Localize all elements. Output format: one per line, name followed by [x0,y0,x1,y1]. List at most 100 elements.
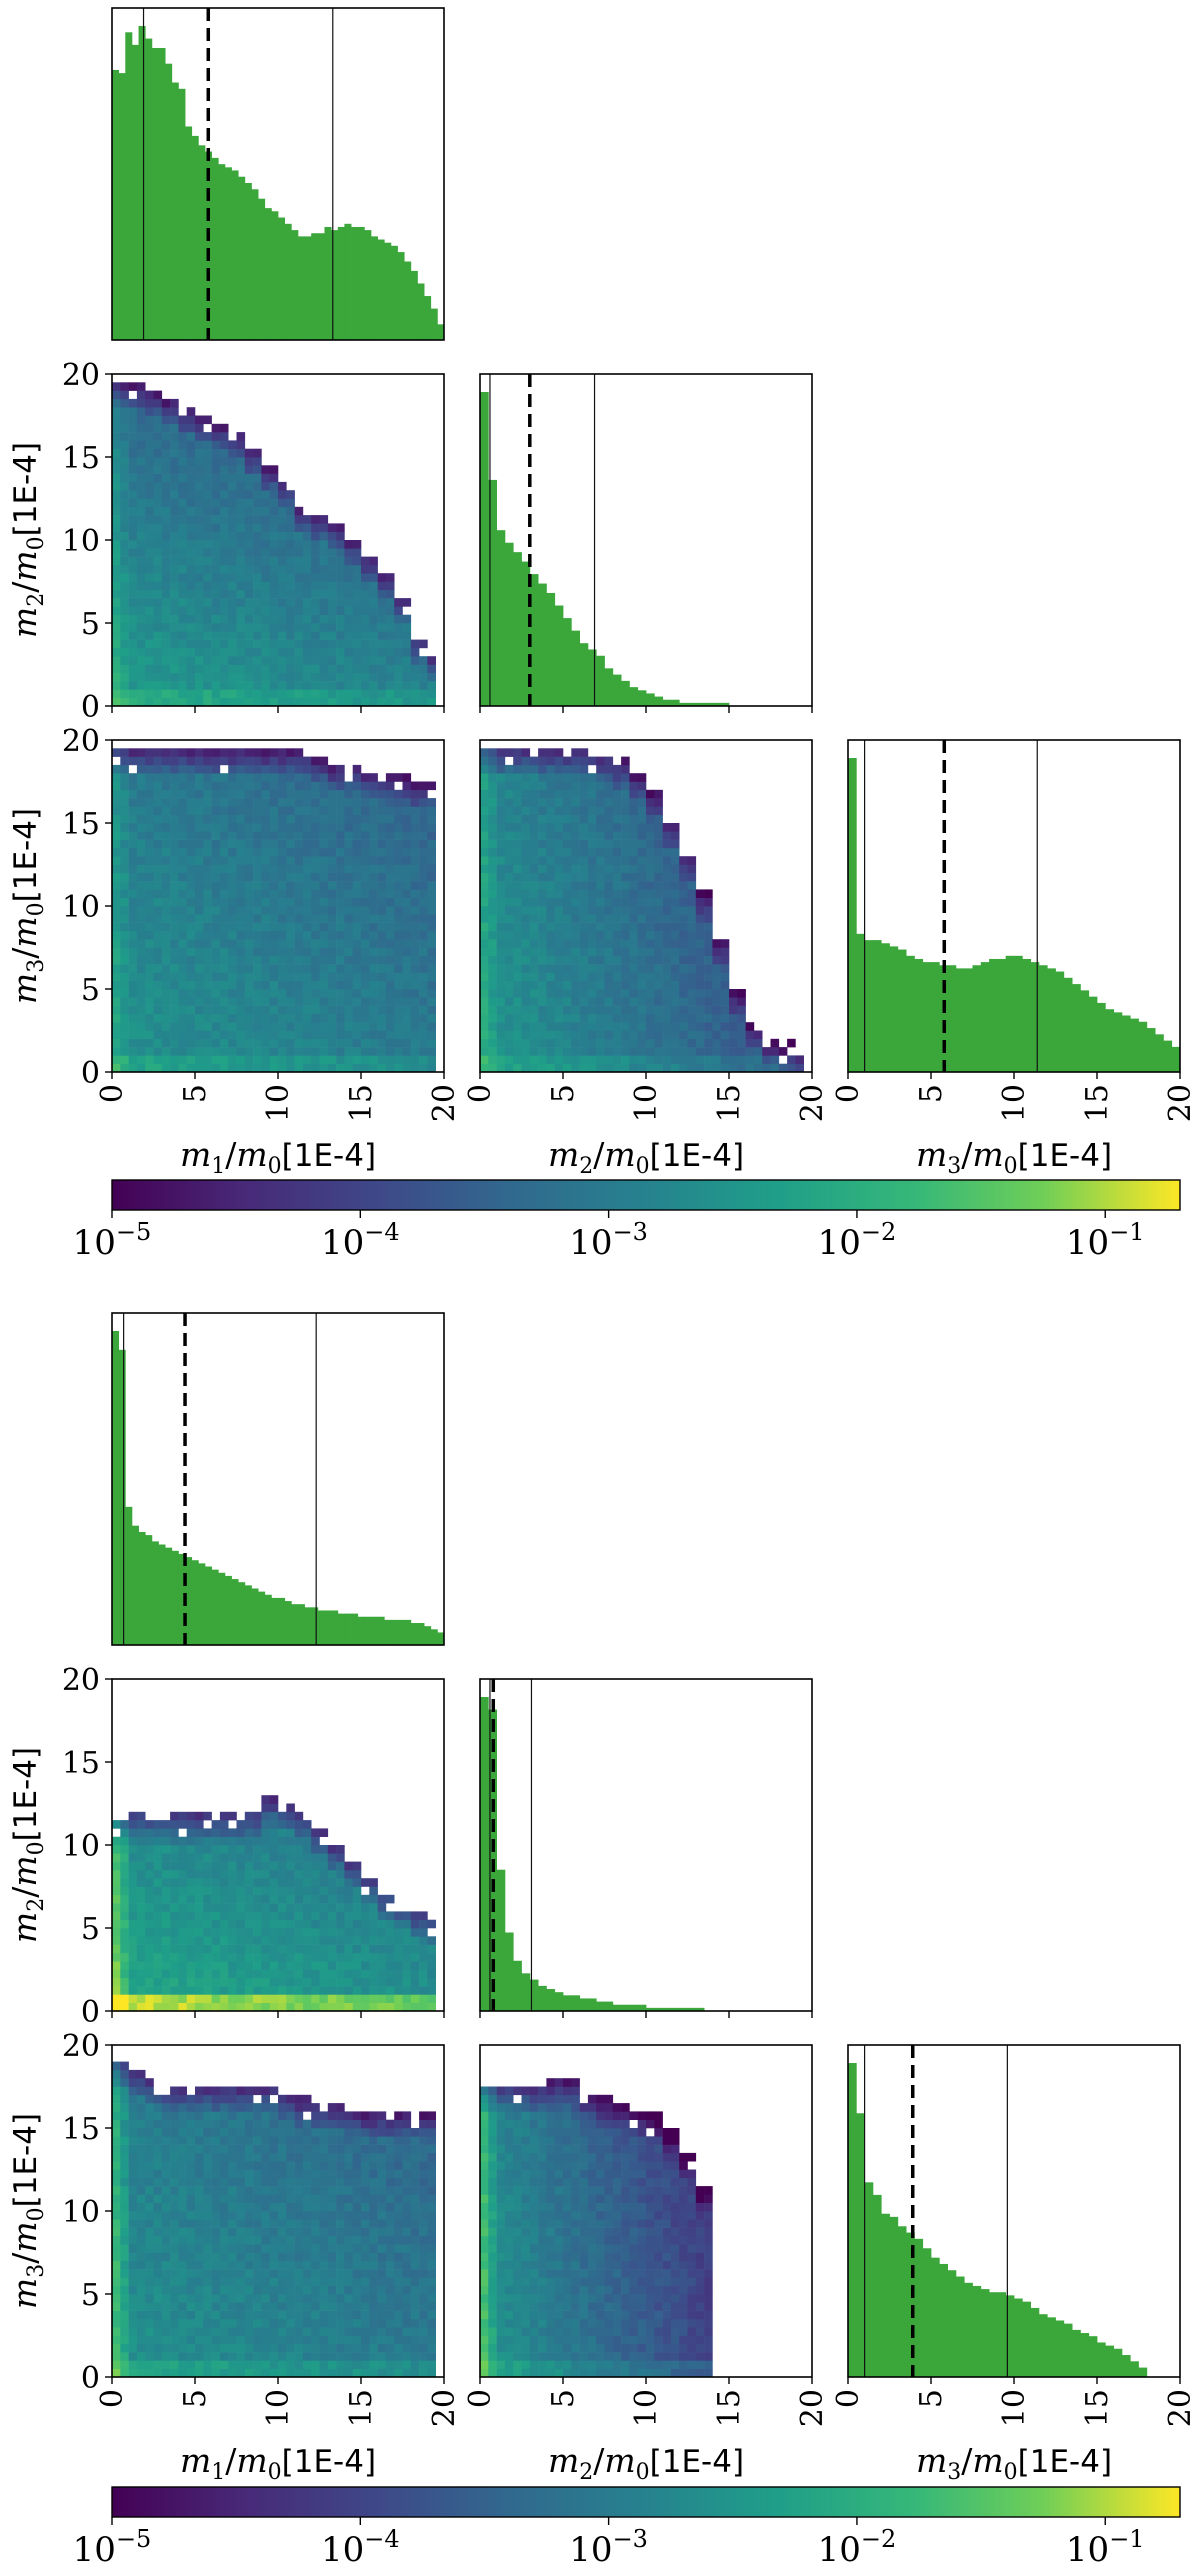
heat-cell [145,1936,154,1945]
heat-cell [153,2318,163,2328]
heat-cell [670,930,680,940]
heat-cell [394,839,403,849]
heat-cell [427,914,436,923]
heat-cell [327,656,337,665]
heat-cell [621,1013,630,1023]
heat-cell [554,839,564,849]
heat-cell [269,972,279,981]
heat-cell [219,1047,229,1056]
heat-cell [195,647,204,657]
heat-cell [662,847,672,857]
heat-cell [112,606,121,615]
heat-cell [385,1047,395,1056]
heat-cell [236,481,246,491]
heat-cell [529,972,539,981]
heat-cell [336,806,345,815]
heat-cell [128,2002,138,2012]
heat-cell [161,1013,171,1023]
heat-cell [737,1047,746,1056]
heat-cell [128,914,138,923]
heat-cell [662,1022,672,1031]
heat-cell [261,1063,270,1073]
heat-cell [529,989,539,998]
heat-cell [695,1022,705,1031]
heat-cell [737,989,746,998]
heat-cell [128,398,138,408]
heat-cell [336,581,345,591]
heat-cell [236,872,246,882]
heat-cell [228,1869,237,1879]
heat-cell [128,964,138,973]
heat-cell [112,1030,121,1040]
heat-cell [136,2136,146,2145]
heat-cell [153,2294,163,2303]
heat-cell [253,872,262,882]
heat-cell [336,1936,345,1945]
hist-bar [337,226,345,340]
heat-cell [244,1969,254,1979]
heat-cell [236,964,246,973]
heat-cell [629,872,638,882]
heat-cell [136,2235,146,2245]
heat-cell [153,1903,163,1912]
heat-cell [662,1013,672,1023]
heat-cell [120,623,129,632]
heat-cell [571,906,580,915]
heat-cell [427,847,436,857]
heat-cell [596,872,605,882]
heat-cell [195,1022,204,1031]
heat-cell [294,806,304,815]
heat-cell [211,647,221,657]
hist-bar [848,758,857,1072]
heat-cell [377,623,387,632]
heat-cell [311,639,320,649]
heat-cell [120,2061,129,2071]
heat-cell [219,997,229,1006]
heat-cell [402,1994,412,2003]
heat-cell [136,972,146,981]
heat-cell [344,614,353,624]
heat-cell [261,1030,270,1040]
heat-cell [579,914,589,923]
heat-cell [336,1869,345,1879]
heat-cell [211,1878,221,1887]
heat-cell [219,972,229,981]
heat-cell [195,581,204,591]
heat-cell [704,897,713,907]
heat-cell [228,980,237,990]
hist-bar [158,1544,166,1645]
heat-cell [504,1038,514,1048]
hist-bar [364,230,372,340]
heat-cell [145,506,154,516]
heat-cell [427,889,436,898]
heat-cell [120,2244,129,2253]
heat-cell [261,498,270,508]
heat-cell [136,523,146,532]
heat-cell [170,1828,179,1837]
heat-cell [161,997,171,1006]
heat-cell [311,914,320,923]
heat-cell [554,814,564,824]
heat-cell [402,914,412,923]
heat-cell [488,980,497,990]
heat-cell [112,1928,121,1937]
heat-cell [410,847,420,857]
heat-cell [352,789,362,799]
heat-cell [344,906,353,915]
heat-cell [612,989,622,998]
heat-cell [361,1944,370,1954]
heat-cell [637,914,647,923]
heat-cell [186,947,196,957]
heat-cell [621,1022,630,1031]
heat-cell [604,831,614,840]
heat-cell [112,398,121,408]
heat-cell [538,806,547,815]
heat-cell [195,423,204,433]
heat-cell [377,972,387,981]
heat-cell [302,639,312,649]
heat-cell [269,1894,279,1904]
heat-cell [571,856,580,865]
heat-cell [219,1894,229,1904]
heat-cell [153,1919,163,1929]
heat-cell [538,939,547,948]
